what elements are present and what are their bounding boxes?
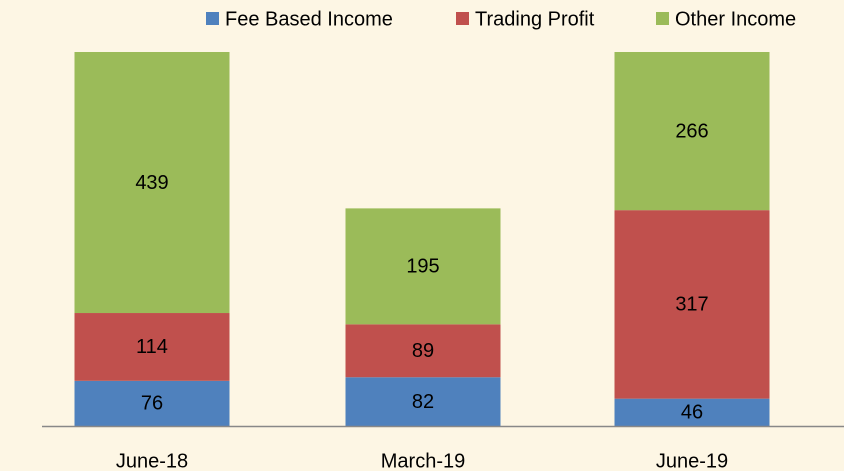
data-label: 195 <box>406 256 439 278</box>
bar-segment <box>614 52 770 211</box>
bar-segment <box>74 380 230 426</box>
legend-swatch <box>206 12 219 25</box>
data-label: 114 <box>136 336 168 358</box>
bar-segment <box>345 377 501 426</box>
x-tick-label: June-19 <box>656 450 728 471</box>
x-tick-label: June-18 <box>116 450 188 471</box>
legend-label: Fee Based Income <box>225 8 393 30</box>
legend-label: Trading Profit <box>475 8 595 30</box>
legend-swatch <box>656 12 669 25</box>
data-label: 439 <box>135 172 168 194</box>
bar-segment <box>614 210 770 399</box>
bar-segment <box>614 398 770 426</box>
data-label: 89 <box>412 340 434 362</box>
bar-segment <box>74 313 230 381</box>
legend-swatch <box>456 12 469 25</box>
bar-segment <box>345 324 501 378</box>
bar-segment <box>345 208 501 325</box>
data-label: 46 <box>681 402 703 424</box>
data-label: 76 <box>141 393 163 415</box>
bar-segment <box>74 52 230 314</box>
x-tick-label: March-19 <box>381 450 465 471</box>
data-label: 82 <box>412 391 434 413</box>
data-label: 317 <box>675 294 708 316</box>
data-label: 266 <box>675 120 708 142</box>
legend-label: Other Income <box>675 8 796 30</box>
